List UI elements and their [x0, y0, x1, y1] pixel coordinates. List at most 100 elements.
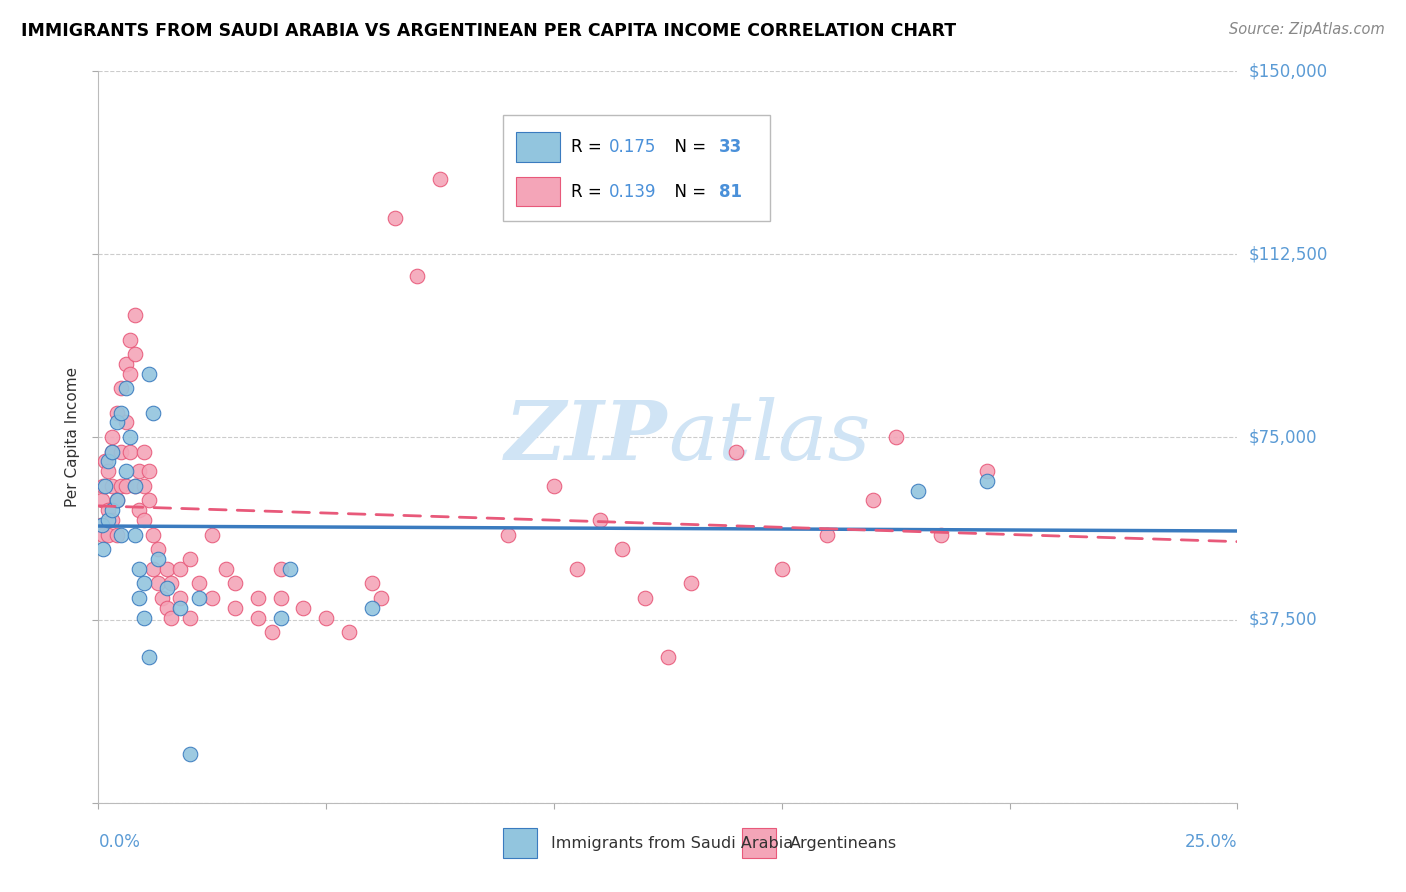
Text: R =: R = [571, 138, 607, 156]
Point [169, 600, 191, 615]
Point [96, 464, 118, 478]
Text: IMMIGRANTS FROM SAUDI ARABIA VS ARGENTINEAN PER CAPITA INCOME CORRELATION CHART: IMMIGRANTS FROM SAUDI ARABIA VS ARGENTIN… [21, 22, 956, 40]
Point [169, 591, 191, 605]
Point [138, 464, 160, 478]
Point [187, 576, 209, 591]
Point [146, 576, 169, 591]
Point [132, 576, 155, 591]
FancyBboxPatch shape [742, 829, 776, 858]
Text: 0.0%: 0.0% [98, 833, 141, 851]
Point [120, 444, 142, 458]
Point [215, 562, 238, 576]
Point [105, 493, 128, 508]
Text: $150,000: $150,000 [1249, 62, 1327, 80]
Point [976, 464, 998, 478]
Point [679, 576, 702, 591]
Point [110, 479, 132, 493]
Point [124, 347, 146, 361]
FancyBboxPatch shape [503, 829, 537, 858]
Point [114, 416, 136, 430]
Point [406, 269, 429, 284]
Point [94, 479, 117, 493]
Point [929, 527, 952, 541]
Point [114, 464, 136, 478]
Point [101, 513, 124, 527]
Point [110, 406, 132, 420]
Point [105, 527, 128, 541]
Point [91, 527, 114, 541]
Point [120, 333, 142, 347]
Point [90, 517, 112, 532]
Point [498, 527, 520, 541]
Point [101, 444, 124, 458]
Point [224, 600, 246, 615]
Point [201, 591, 224, 605]
Point [292, 600, 315, 615]
Point [543, 479, 565, 493]
Point [114, 479, 136, 493]
Point [156, 600, 179, 615]
Point [179, 552, 201, 566]
Point [160, 610, 183, 624]
FancyBboxPatch shape [516, 177, 560, 206]
Point [114, 381, 136, 395]
Point [128, 503, 150, 517]
Point [124, 479, 146, 493]
Text: N =: N = [665, 183, 711, 201]
Point [91, 479, 114, 493]
Point [384, 211, 406, 225]
Point [224, 576, 246, 591]
Point [429, 171, 451, 186]
Point [150, 591, 173, 605]
Point [270, 610, 292, 624]
Point [110, 381, 132, 395]
Point [101, 503, 124, 517]
Point [201, 527, 224, 541]
Point [156, 581, 179, 595]
Point [725, 444, 748, 458]
Text: 0.139: 0.139 [609, 183, 657, 201]
Point [370, 591, 392, 605]
Point [128, 464, 150, 478]
Text: Source: ZipAtlas.com: Source: ZipAtlas.com [1229, 22, 1385, 37]
Point [146, 542, 169, 557]
Text: 25.0%: 25.0% [1185, 833, 1237, 851]
Point [105, 416, 128, 430]
Text: 33: 33 [718, 138, 742, 156]
Point [565, 562, 588, 576]
Point [246, 591, 269, 605]
Point [96, 503, 118, 517]
Point [142, 527, 165, 541]
Point [91, 493, 114, 508]
Point [657, 649, 679, 664]
Point [101, 444, 124, 458]
Text: Immigrants from Saudi Arabia: Immigrants from Saudi Arabia [551, 836, 793, 851]
Point [634, 591, 657, 605]
Point [128, 591, 150, 605]
Point [588, 513, 610, 527]
Text: $37,500: $37,500 [1249, 611, 1317, 629]
Point [138, 493, 160, 508]
Point [91, 542, 114, 557]
Text: 81: 81 [718, 183, 742, 201]
Point [91, 517, 114, 532]
FancyBboxPatch shape [503, 115, 770, 221]
Point [110, 527, 132, 541]
Point [260, 625, 283, 640]
Point [124, 479, 146, 493]
Point [142, 406, 165, 420]
Text: atlas: atlas [668, 397, 870, 477]
Point [124, 308, 146, 322]
Point [96, 527, 118, 541]
Text: 0.175: 0.175 [609, 138, 657, 156]
Point [612, 542, 634, 557]
Point [278, 562, 301, 576]
Point [146, 552, 169, 566]
Point [270, 562, 292, 576]
Point [105, 493, 128, 508]
Text: $75,000: $75,000 [1249, 428, 1317, 446]
Point [142, 562, 165, 576]
Point [862, 493, 884, 508]
Point [179, 747, 201, 761]
Point [132, 610, 155, 624]
